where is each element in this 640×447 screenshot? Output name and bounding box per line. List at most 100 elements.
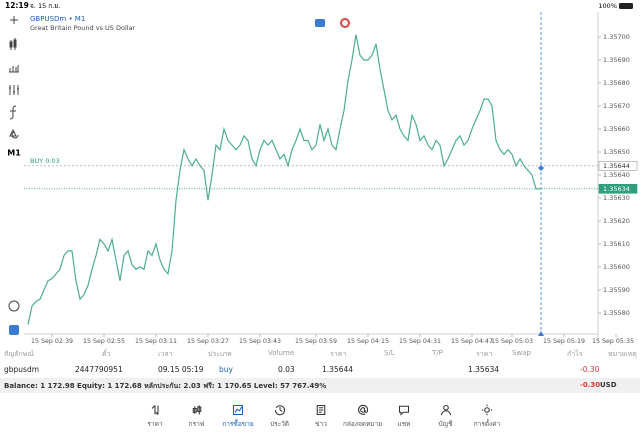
x-tick-label: 15 Sep 04:15 [347,338,389,345]
cell-symbol: gbpusdm [4,365,40,374]
nav-label: ข่าว [315,420,327,428]
nav-item[interactable]: กล่องจดหมาย [338,404,388,429]
cell-ticket: 2447790951 [75,365,123,374]
column-header: ตั๋ว [102,350,111,358]
timeframe-button[interactable]: M1 [7,149,21,158]
nav-icon-path [151,405,159,415]
nav-label: ราคา [147,420,163,428]
cell-price: 1.35634 [468,365,500,374]
column-header: สัญลักษณ์ [4,350,34,358]
nav-item[interactable]: การซื้อขาย [213,404,263,429]
cell-time: 09.15 05:19 [158,365,204,374]
nav-icon-path [440,404,451,416]
nav-icon-path [316,404,326,416]
price-tag-label: 1.35644 [603,162,630,170]
account-summary: Balance: 1 172.98 Equity: 1 172.68 หลักป… [4,382,327,390]
chart-type-tool[interactable] [9,38,17,50]
column-header: T/P [432,349,443,357]
nav-label: บัญชี [438,420,453,428]
cursor-handle[interactable] [538,331,544,336]
y-tick-label: 1.35640 [603,171,630,179]
nav-label: ประวัติ [270,420,289,428]
nav-item[interactable]: ข่าว [296,404,346,429]
nav-icon-path [274,405,285,416]
account-bar: Balance: 1 172.98 Equity: 1 172.68 หลักป… [0,378,640,393]
nav-icon [192,405,201,415]
column-header: ราคา [476,350,493,358]
cell-volume: 0.03 [278,365,295,374]
battery-icon [619,3,633,9]
one-click-icon[interactable] [315,19,325,27]
price-tag [598,184,638,194]
y-tick-label: 1.35580 [603,309,630,317]
nav-icon [481,404,493,416]
nav-label: กราฟ [188,420,205,428]
x-tick-label: 15 Sep 05:19 [543,338,585,345]
y-tick-label: 1.35670 [603,102,630,110]
chart: 12:19 จ. 15 ก.ย. 100% GBPUSDm • M1 Great… [5,1,638,345]
nav-item[interactable]: ราคา [130,404,180,429]
cell-profit: -0.30 [580,365,600,374]
nav-icon-path [192,405,201,415]
column-header: ราคา [330,350,347,358]
nav-icon [232,404,244,416]
x-tick-label: 15 Sep 02:55 [83,338,125,345]
chart-title: GBPUSDm • M1 [30,15,85,23]
objects-tool[interactable] [9,128,19,139]
status-date: จ. 15 ก.ย. [30,2,60,10]
price-line [27,34,540,325]
x-tick-label: 15 Sep 03:43 [239,338,281,345]
app-logo [9,325,19,335]
column-header: หมายเหตุ [608,350,637,358]
function-tool[interactable] [9,105,17,120]
nav-icon-path [481,404,493,416]
nav-item[interactable]: แชท [379,404,429,429]
chart-subtitle: Great Britain Pound vs US Dollar [30,24,136,32]
nav-item[interactable]: การตั้งค่า [462,404,512,429]
price-tag-label: 1.35634 [603,185,630,193]
cell-type: buy [219,365,233,374]
nav-icon [151,405,159,415]
settings-tool[interactable] [9,85,19,95]
nav-icon [357,404,368,415]
status-time: 12:19 [5,1,29,10]
nav-item[interactable]: กราฟ [172,404,222,429]
column-header: กำไร [567,350,583,358]
y-tick-label: 1.35610 [603,240,630,248]
column-header: เวลา [158,350,173,358]
nav-icon [398,405,410,416]
cursor-marker[interactable] [538,165,544,171]
column-header: Volume [268,349,295,357]
x-tick-label: 15 Sep 04:47 [451,338,493,345]
nav-icon [274,405,285,416]
y-tick-label: 1.35660 [603,125,630,133]
nav-icon-path [398,405,410,416]
x-tick-label: 15 Sep 05:35 [592,338,634,345]
order-label: BUY 0.03 [30,157,60,165]
nav-icon [440,404,451,416]
y-tick-label: 1.35630 [603,194,630,202]
y-tick-label: 1.35680 [603,79,630,87]
nav-item[interactable]: ประวัติ [255,404,305,429]
nav-label: แชท [397,420,411,428]
price-tag [598,161,638,171]
clock-tool[interactable] [8,300,20,312]
nav-icon [316,404,326,416]
y-tick-label: 1.35590 [603,286,630,294]
cell-open-price: 1.35644 [322,365,354,374]
y-tick-label: 1.35650 [603,148,630,156]
nav-item[interactable]: บัญชี [421,404,471,429]
y-tick-label: 1.35700 [603,33,630,41]
account-profit: -0.30 [580,381,601,389]
y-tick-label: 1.35690 [603,56,630,64]
column-header: Swap [512,349,531,357]
indicators-tool[interactable] [9,65,19,73]
sync-icon[interactable] [340,18,350,28]
x-tick-label: 15 Sep 03:59 [295,338,337,345]
account-currency: USD [600,381,617,389]
crosshair-tool[interactable] [10,16,18,24]
column-header: ประเภท [208,350,232,358]
nav-icon-path [232,404,244,416]
toolbar [8,16,20,312]
